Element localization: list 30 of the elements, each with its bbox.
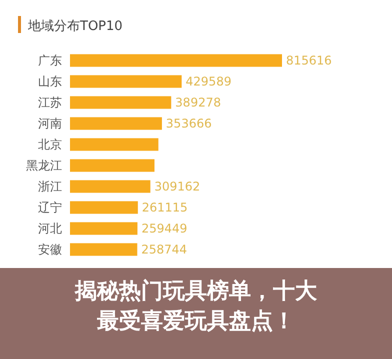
bar [70,243,138,256]
chart-title: 地域分布TOP10 [27,19,123,34]
y-tick-label: 浙江 [38,180,62,194]
data-label: 261115 [142,200,188,215]
data-label: 309162 [154,180,200,194]
y-tick-label: 北京 [38,138,62,152]
bar [70,96,172,109]
bar [70,159,154,172]
y-tick-label: 河北 [38,222,62,236]
y-tick-label: 黑龙江 [26,158,62,173]
y-tick-label: 广东 [38,54,62,68]
y-tick-label: 河南 [38,116,62,131]
data-label: 389278 [175,96,221,110]
data-label: 429589 [186,74,232,89]
bar [70,201,138,214]
bar [70,138,158,151]
bar [70,54,282,67]
data-label: 258744 [141,242,188,257]
data-label: 353666 [166,116,212,131]
bar [70,180,150,193]
data-label: 259449 [141,222,188,236]
y-tick-label: 辽宁 [38,200,62,215]
y-tick-label: 安徽 [38,242,62,257]
text: 揭秘热门玩具榜单，十大最受喜爱玩具盘点！ [74,278,318,334]
y-tick-label: 山东 [38,74,62,89]
data-label: 815616 [286,54,332,68]
y-tick-label: 江苏 [38,96,62,110]
bar [70,75,182,88]
bar [70,117,162,130]
bar [70,222,138,235]
